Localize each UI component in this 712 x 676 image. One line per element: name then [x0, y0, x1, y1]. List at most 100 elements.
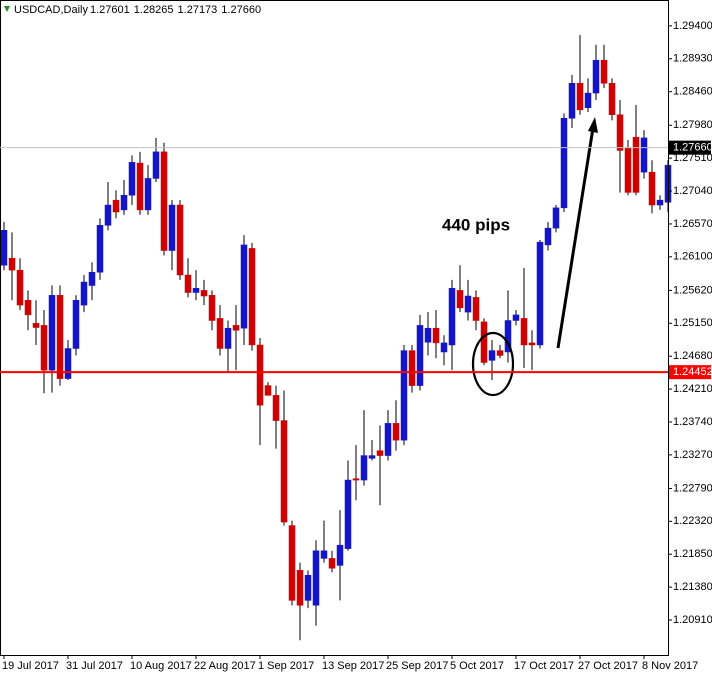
candle-body — [400, 350, 408, 441]
candle-body — [504, 320, 512, 353]
candle-body — [488, 350, 496, 361]
candle-body — [440, 342, 448, 353]
candle-body — [648, 171, 656, 206]
candle-body — [160, 151, 168, 251]
candle-body — [8, 257, 16, 271]
candle-body — [328, 558, 336, 569]
x-tick-label: 22 Aug 2017 — [194, 660, 256, 672]
candle-body — [360, 455, 368, 481]
candle-body — [320, 550, 328, 559]
y-tick-label: 1.26570 — [673, 218, 712, 230]
y-tick-label: 1.21850 — [673, 548, 712, 560]
candle-body — [296, 570, 304, 606]
candle-body — [656, 199, 664, 206]
candle-body — [456, 290, 464, 309]
x-tick-label: 5 Oct 2017 — [450, 660, 504, 672]
arrow-head — [588, 117, 598, 133]
candle-body — [128, 162, 136, 196]
candle-body — [432, 327, 440, 344]
highlight-ellipse — [471, 331, 515, 397]
candle-body — [184, 274, 192, 293]
candle-body — [392, 423, 400, 441]
price-label-box — [669, 140, 711, 155]
candle-body — [200, 290, 208, 297]
price-label: 1.24452 — [673, 366, 712, 378]
candle-body — [344, 479, 352, 549]
candle-body — [224, 327, 232, 349]
x-tick-label: 13 Sep 2017 — [322, 660, 384, 672]
candle-body — [24, 299, 32, 316]
x-tick-label: 25 Sep 2017 — [386, 660, 448, 672]
y-tick-label: 1.25150 — [673, 317, 712, 329]
y-tick-label: 1.20910 — [673, 614, 712, 626]
plot-area — [0, 34, 672, 641]
candle-body — [152, 151, 160, 179]
candle-body — [560, 118, 568, 209]
candle-body — [424, 327, 432, 343]
candle-body — [600, 59, 608, 84]
candle-body — [176, 204, 184, 276]
candle-body — [544, 227, 552, 246]
candle-body — [232, 325, 240, 331]
candle-body — [584, 92, 592, 109]
candle-body — [384, 423, 392, 456]
candle-body — [80, 281, 88, 306]
symbol: USDCAD,Daily — [14, 4, 88, 16]
y-tick-label: 1.23270 — [673, 449, 712, 461]
y-tick-label: 1.22790 — [673, 482, 712, 494]
candle-body — [448, 288, 456, 346]
y-tick-label: 1.24210 — [673, 383, 712, 395]
info-value: 1.27601 — [90, 4, 130, 16]
candle-body — [216, 318, 224, 349]
candle-body — [104, 204, 112, 226]
candle-body — [0, 229, 8, 266]
info-value: 1.28265 — [134, 4, 174, 16]
info-value: 1.27173 — [178, 4, 218, 16]
candle-body — [336, 544, 344, 566]
x-tick-label: 19 Jul 2017 — [2, 660, 59, 672]
info-value: 1.27660 — [221, 4, 261, 16]
y-tick-label: 1.26100 — [673, 251, 712, 263]
candle-body — [32, 323, 40, 328]
candle-body — [632, 136, 640, 193]
arrow-shaft — [556, 127, 595, 349]
candle-body — [288, 525, 296, 601]
candle-body — [264, 385, 272, 396]
x-tick-label: 1 Sep 2017 — [258, 660, 314, 672]
x-tick-label: 31 Jul 2017 — [66, 660, 123, 672]
candle-body — [640, 137, 648, 173]
y-tick-label: 1.28460 — [673, 86, 712, 98]
candle-body — [464, 295, 472, 313]
info: 1.27601 1.28265 1.27173 1.27660 — [90, 4, 261, 16]
candle-body — [576, 83, 584, 111]
price-label: 1.27660 — [673, 142, 712, 154]
candle-body — [472, 297, 480, 321]
candle-body — [408, 350, 416, 386]
candle-body — [168, 204, 176, 251]
candle-body — [144, 178, 152, 211]
candle-body — [512, 314, 520, 321]
y-tick-label: 1.27980 — [673, 119, 712, 131]
candle-body — [248, 248, 256, 346]
y-tick-label: 1.21380 — [673, 581, 712, 593]
price-label-box — [669, 365, 711, 380]
candle-body — [368, 455, 376, 459]
candle-body — [192, 288, 200, 293]
candle-body — [208, 295, 216, 321]
candle-body — [376, 450, 384, 456]
candle-body — [616, 114, 624, 151]
candle-body — [480, 321, 488, 363]
y-tick-label: 1.27510 — [673, 152, 712, 164]
candle-body — [568, 83, 576, 119]
candle-body — [56, 295, 64, 379]
annotation: 440 pips — [442, 215, 510, 234]
candle-body — [88, 271, 96, 286]
y-tick-label: 1.24680 — [673, 350, 712, 362]
candle-body — [280, 420, 288, 523]
candle-body — [520, 318, 528, 346]
y-tick-label: 1.23740 — [673, 416, 712, 428]
candle-body — [136, 162, 144, 211]
candle-body — [528, 342, 536, 346]
